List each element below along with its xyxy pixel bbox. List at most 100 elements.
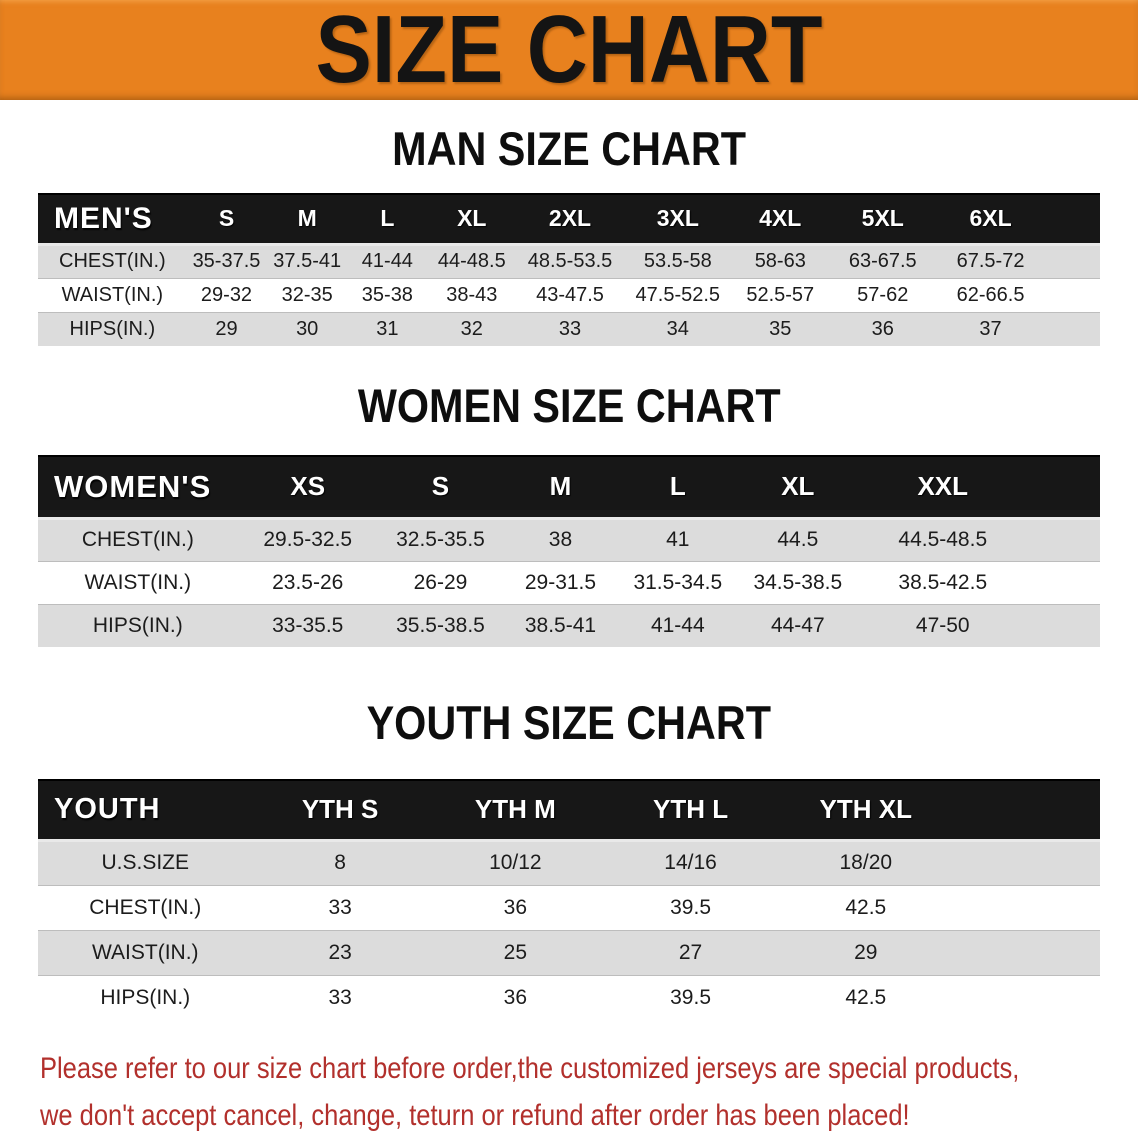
table-cell: 38.5-42.5 [898,570,988,594]
table-cell: 47-50 [915,613,970,637]
table-cell: 35-37.5 [192,250,261,272]
row-label: HIPS(IN.) [69,317,156,340]
table-cell: 53.5-58 [643,250,712,272]
table-cell: 10/12 [489,851,542,874]
table-cell: 52.5-57 [746,283,815,306]
table-cell: 29-31.5 [524,570,597,594]
banner-title: SIZE CHART [315,0,823,103]
men-column-header-4xl: 4XL [732,193,829,246]
disclaimer: Please refer to our size chart before or… [40,1045,1138,1139]
row-label: WAIST(IN.) [91,940,199,964]
men-table-title: MEN'S [38,193,187,246]
youth-column-header-yth-xl: YTH XL [778,779,954,842]
men-column-header-s: S [186,193,267,246]
men-row-waist-in: WAIST(IN.) 29-32 32-35 35-38 38-43 43-47.5 47.… [38,278,1100,312]
table-cell: 34 [666,317,689,340]
table-cell: 58-63 [754,250,806,272]
row-label: CHEST(IN.) [81,528,194,551]
table-cell: 35 [769,317,792,340]
table-cell: 47.5-52.5 [635,283,721,306]
men-size-chart-heading-text: MAN SIZE CHART [392,122,746,175]
disclaimer-line-1-text: Please refer to our size chart before or… [40,1052,1020,1085]
table-cell: 38 [548,528,573,551]
women-column-header-l: L [617,455,738,520]
women-column-header-s: S [377,455,504,520]
table-cell: 36 [871,317,894,340]
row-filler [1028,604,1100,647]
table-cell: 35-38 [361,283,413,306]
youth-row-hips-in: HIPS(IN.) 33 36 39.5 42.5 [38,975,1100,1020]
row-filler [953,975,1100,1020]
disclaimer-line-2-text: we don't accept cancel, change, teturn o… [40,1099,910,1132]
table-cell: 27 [678,940,703,964]
table-cell: 29 [854,940,878,964]
table-cell: 36 [503,895,528,919]
charts-container: MAN SIZE CHART MEN'S S M L XL 2XL 3XL 4XL 5XL 6XL C… [0,125,1138,1020]
table-cell: 26-29 [413,570,468,594]
table-cell: 63-67.5 [848,250,917,272]
women-table-header-row: WOMEN'S XS S M L XL XXL [38,455,1100,520]
table-cell: 14/16 [664,851,717,874]
women-column-header-xs: XS [237,455,378,520]
men-size-chart-heading: MAN SIZE CHART [0,125,1138,181]
row-label: U.S.SIZE [101,851,190,874]
table-cell: 48.5-53.5 [527,250,613,272]
women-column-header-xxl: XXL [857,455,1028,520]
table-cell: 37 [979,317,1002,340]
table-cell: 44.5 [777,528,819,551]
youth-column-header-yth-l: YTH L [602,779,779,842]
row-filler [1044,312,1100,346]
men-table-header-row: MEN'S S M L XL 2XL 3XL 4XL 5XL 6XL [38,193,1100,246]
row-label: CHEST(IN.) [89,895,202,919]
men-column-header-6xl: 6XL [937,193,1044,246]
table-cell: 36 [503,985,528,1009]
table-cell: 31 [376,317,399,340]
youth-table-title: YOUTH [38,779,253,842]
men-column-header-5xl: 5XL [828,193,938,246]
men-column-header-l: L [348,193,427,246]
men-row-chest-in: CHEST(IN.) 35-37.5 37.5-41 41-44 44-48.5 48.5… [38,244,1100,278]
table-cell: 33 [328,985,352,1009]
table-cell: 32-35 [281,283,333,306]
row-label: HIPS(IN.) [100,985,191,1009]
table-cell: 67.5-72 [956,250,1025,272]
table-cell: 44-47 [770,613,825,637]
table-cell: 57-62 [857,283,909,306]
table-cell: 33 [558,317,582,340]
table-cell: 8 [334,851,346,874]
table-cell: 35.5-38.5 [396,613,485,637]
women-size-chart-heading-text: WOMEN SIZE CHART [357,379,781,432]
men-column-header-xl: XL [426,193,517,246]
youth-size-chart-heading-text: YOUTH SIZE CHART [366,696,772,749]
table-cell: 39.5 [670,895,711,919]
men-column-header-m: M [266,193,349,246]
table-cell: 39.5 [670,985,711,1009]
row-label: WAIST(IN.) [61,283,164,306]
table-cell: 33 [328,895,352,919]
youth-size-table: YOUTH YTH S YTH M YTH L YTH XL U.S.SIZE 8 10/12… [38,779,1100,1020]
table-cell: 42.5 [845,985,887,1009]
men-column-header-3xl: 3XL [623,193,733,246]
women-header-filler [1027,455,1100,520]
table-cell: 41 [666,528,690,551]
row-filler [1028,518,1100,561]
men-header-filler [1043,193,1100,246]
table-cell: 38-43 [446,283,498,306]
table-cell: 29-32 [200,283,253,306]
table-cell: 23.5-26 [272,570,344,594]
youth-size-table-wrap: YOUTH YTH S YTH M YTH L YTH XL U.S.SIZE 8 10/12… [38,779,1100,1020]
youth-row-chest-in: CHEST(IN.) 33 36 39.5 42.5 [38,885,1100,930]
men-row-hips-in: HIPS(IN.) 29 30 31 32 33 34 35 36 37 [38,312,1100,346]
row-filler [953,840,1100,885]
disclaimer-line-2: we don't accept cancel, change, teturn o… [40,1092,1138,1139]
table-cell: 23 [328,940,352,964]
row-filler [1044,244,1100,278]
youth-size-chart-heading: YOUTH SIZE CHART [0,699,1138,755]
table-cell: 44.5-48.5 [898,528,988,551]
women-column-header-m: M [503,455,618,520]
women-row-hips-in: HIPS(IN.) 33-35.5 35.5-38.5 38.5-41 41-44 44-… [38,604,1100,647]
table-cell: 29.5-32.5 [263,528,353,551]
table-cell: 31.5-34.5 [633,570,723,594]
table-cell: 33-35.5 [272,613,344,637]
